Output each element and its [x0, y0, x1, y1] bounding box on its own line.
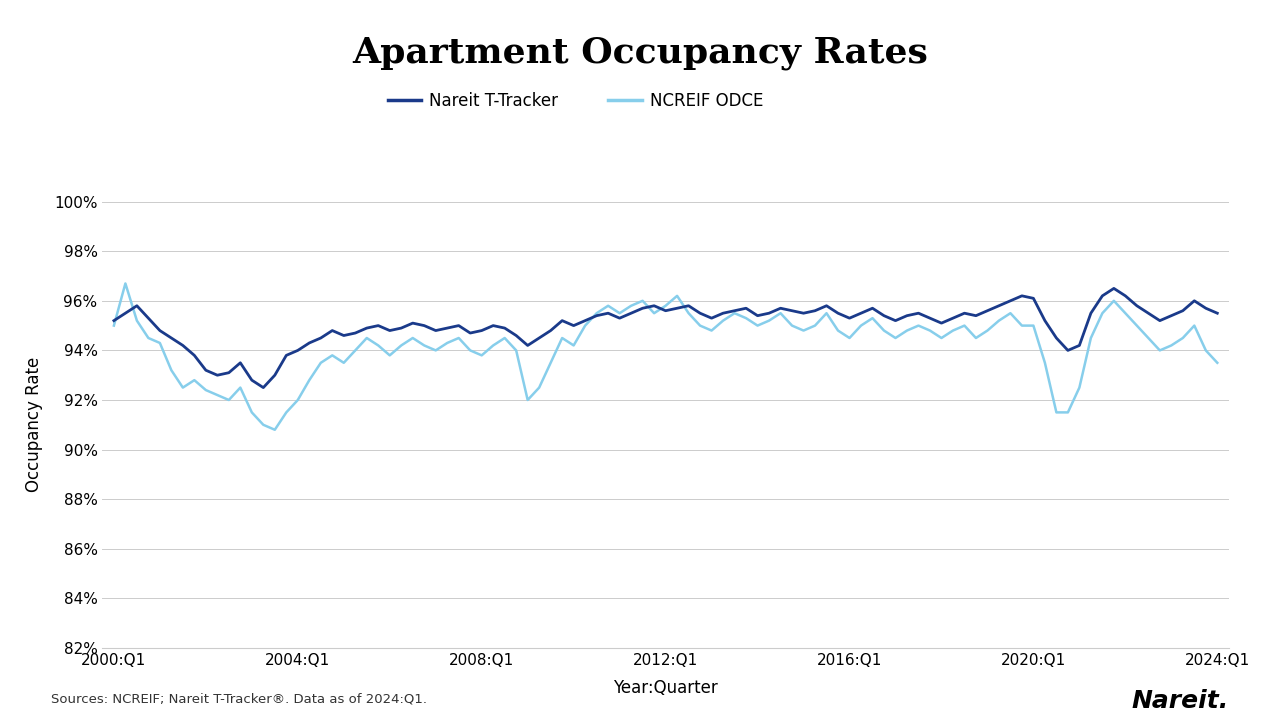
X-axis label: Year:Quarter: Year:Quarter	[613, 679, 718, 697]
Legend: Nareit T-Tracker, NCREIF ODCE: Nareit T-Tracker, NCREIF ODCE	[381, 85, 771, 116]
Text: Apartment Occupancy Rates: Apartment Occupancy Rates	[352, 36, 928, 70]
Text: Nareit.: Nareit.	[1132, 689, 1229, 713]
Text: Sources: NCREIF; Nareit T-Tracker®. Data as of 2024:Q1.: Sources: NCREIF; Nareit T-Tracker®. Data…	[51, 693, 428, 706]
Y-axis label: Occupancy Rate: Occupancy Rate	[24, 357, 44, 492]
